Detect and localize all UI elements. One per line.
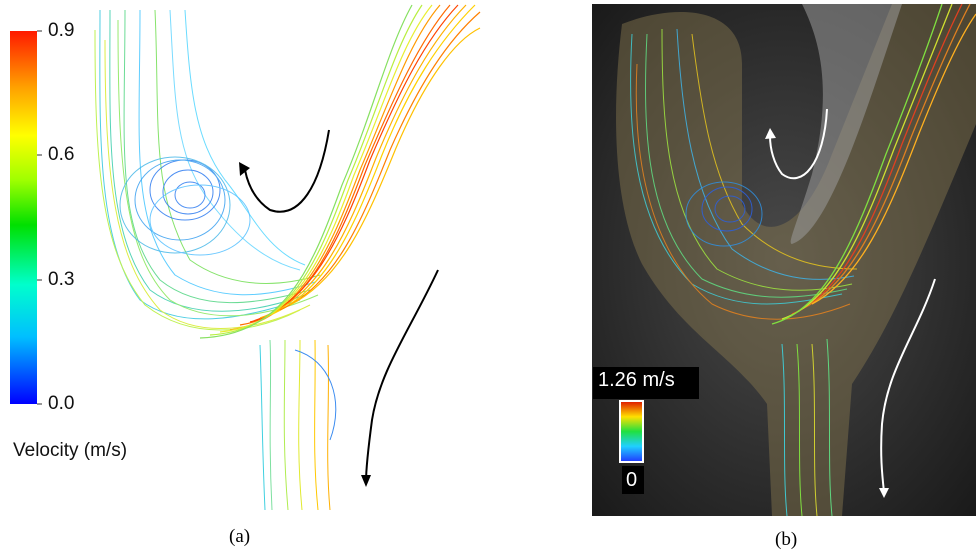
streamline-image-a: [10, 4, 481, 511]
flow-arrows-a: [244, 129, 439, 483]
streamline-image-b: [592, 4, 976, 516]
caption-b: (b): [775, 529, 798, 550]
panel-a-streamline-plot: 0.9 0.6 0.3 0.0 Velocity (m/s): [0, 0, 520, 520]
tissue-highlight-b: [790, 4, 902, 244]
colorbar-a-min-label: 0.0: [48, 393, 75, 414]
streamlines-right-branch: [199, 4, 481, 339]
vortex-swirl-a: [119, 156, 251, 256]
colorbar-a-mid-low-label: 0.3: [48, 269, 75, 290]
streamlines-right-b: [771, 4, 976, 325]
arrow-head-up-b: [765, 128, 776, 139]
colorbar-a-max-label: 0.9: [48, 20, 75, 41]
vessel-lumen-b: [616, 4, 976, 516]
colorbar-a: [10, 31, 37, 404]
vortex-swirl-b: [685, 181, 763, 247]
colorbar-b-min-label: 0: [624, 469, 640, 492]
colorbar-b-max-label: 1.26 m/s: [596, 369, 677, 392]
streamlines-trunk: [259, 339, 337, 511]
streamlines-left-branch: [94, 9, 321, 331]
arrow-head-down-b: [879, 488, 889, 498]
panel-b-mri-overlay: 1.26 m/s 0: [592, 4, 976, 516]
colorbar-a-title: Velocity (m/s): [13, 440, 128, 461]
arrow-head-up-a: [239, 162, 250, 176]
colorbar-a-ticks: [37, 30, 42, 405]
colorbar-b: [621, 402, 642, 461]
streamlines-trunk-b: [781, 338, 833, 516]
colorbar-a-mid-high-label: 0.6: [48, 144, 75, 165]
arrow-head-down-a: [361, 475, 371, 487]
caption-a: (a): [229, 526, 251, 547]
flow-arrows-b: [769, 108, 936, 493]
